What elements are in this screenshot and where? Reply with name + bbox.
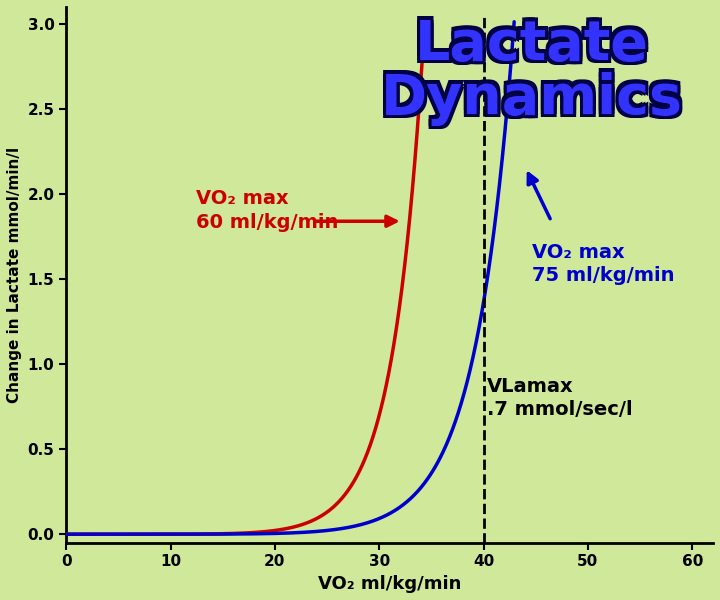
X-axis label: VO₂ ml/kg/min: VO₂ ml/kg/min [318, 575, 462, 593]
Text: Lactate
Dynamics: Lactate Dynamics [384, 17, 686, 125]
Text: Lactate
Dynamics: Lactate Dynamics [381, 17, 683, 125]
Text: Lactate
Dynamics: Lactate Dynamics [381, 14, 683, 122]
Text: Lactate
Dynamics: Lactate Dynamics [378, 21, 680, 129]
Text: Lactate
Dynamics: Lactate Dynamics [378, 17, 680, 125]
Text: Lactate
Dynamics: Lactate Dynamics [384, 14, 686, 122]
Text: Lactate
Dynamics: Lactate Dynamics [378, 14, 680, 122]
Text: VLamax
.7 mmol/sec/l: VLamax .7 mmol/sec/l [487, 377, 632, 419]
Text: Lactate
Dynamics: Lactate Dynamics [381, 21, 683, 129]
Text: Lactate
Dynamics: Lactate Dynamics [380, 19, 682, 127]
Text: VO₂ max
75 ml/kg/min: VO₂ max 75 ml/kg/min [532, 243, 675, 286]
Text: Lactate
Dynamics: Lactate Dynamics [382, 19, 684, 127]
Text: Lactate
Dynamics: Lactate Dynamics [382, 17, 684, 125]
Text: VO₂ max
60 ml/kg/min: VO₂ max 60 ml/kg/min [196, 189, 338, 232]
Text: Lactate
Dynamics: Lactate Dynamics [384, 21, 686, 129]
Y-axis label: Change in Lactate mmol/min/l: Change in Lactate mmol/min/l [7, 147, 22, 403]
Text: Lactate
Dynamics: Lactate Dynamics [380, 17, 682, 125]
